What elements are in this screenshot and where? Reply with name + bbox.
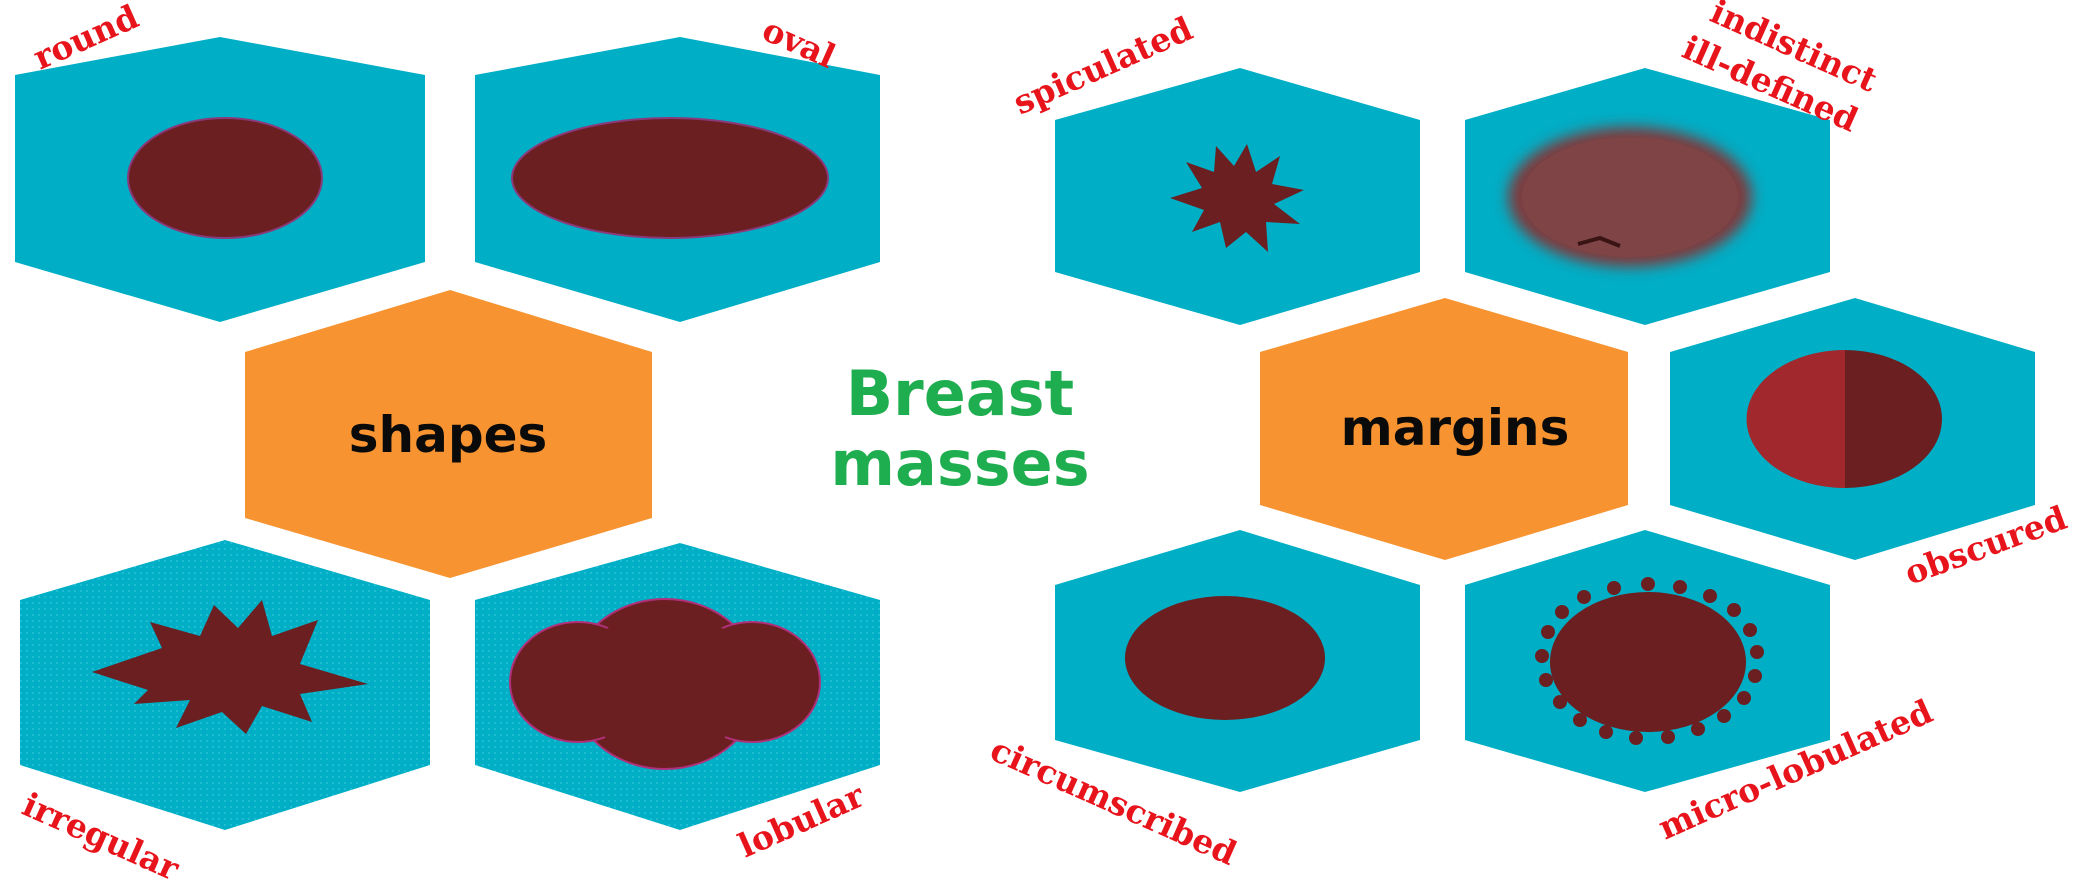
obscured-mass-icon	[1748, 350, 1845, 488]
indistinct-mass-core	[1522, 137, 1738, 257]
margins-label: margins	[1341, 399, 1570, 457]
indistinct-blur-mark	[1577, 235, 1621, 248]
oval-hexagon	[475, 37, 880, 322]
round-mass-icon	[127, 117, 323, 239]
obscured-mass-right	[1845, 350, 1942, 488]
obscured-hexagon	[1670, 298, 2035, 560]
indistinct-hexagon	[1465, 68, 1830, 325]
circumscribed-mass-icon	[1125, 596, 1325, 720]
spiculated-mass-icon	[1170, 144, 1304, 252]
title-line2: masses	[830, 427, 1089, 500]
lobular-mass-icon	[509, 598, 821, 770]
spiculated-hexagon	[1055, 68, 1420, 325]
microlobulated-hexagon	[1465, 530, 1830, 792]
irregular-mass-icon	[92, 600, 368, 734]
round-hexagon	[15, 37, 425, 322]
lobular-hexagon	[475, 543, 880, 830]
circumscribed-hexagon	[1055, 530, 1420, 792]
oval-mass-icon	[511, 117, 829, 239]
microlobulated-mass-icon	[1535, 577, 1764, 745]
margins-hexagon	[1260, 298, 1628, 560]
irregular-hexagon	[20, 540, 430, 830]
shapes-hexagon	[245, 290, 652, 578]
shapes-label: shapes	[349, 406, 548, 464]
title-line1: Breast	[846, 357, 1074, 430]
